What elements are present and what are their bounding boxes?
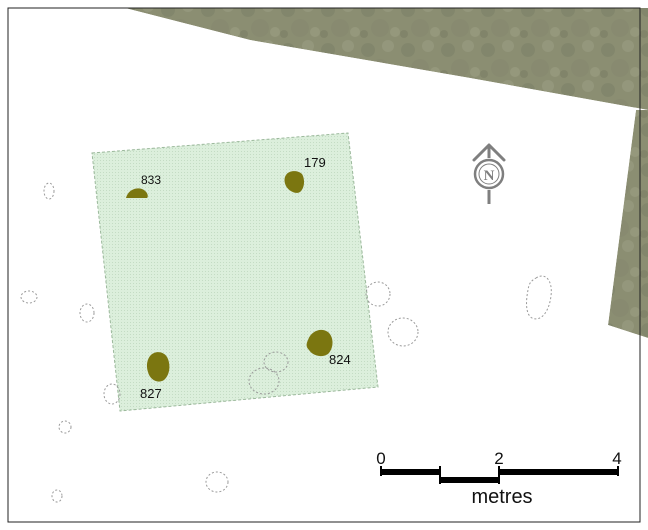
north-arrow-icon — [472, 143, 506, 204]
feature-outline — [51, 489, 63, 503]
feature-label-824: 824 — [329, 352, 351, 367]
feature-outline — [263, 351, 289, 373]
feature-outline — [43, 182, 55, 200]
feature-outline — [20, 290, 38, 304]
posthole-824 — [306, 329, 333, 357]
feature-label-833: 833 — [141, 173, 161, 187]
feature-outline — [205, 471, 229, 493]
feature-outline — [387, 317, 419, 347]
scale-segment — [440, 477, 499, 483]
scale-segment — [381, 469, 440, 475]
scale-bar — [380, 466, 619, 484]
unexcavated-features — [20, 182, 552, 503]
feature-outline — [79, 303, 95, 323]
map-frame — [7, 7, 641, 523]
posthole-827 — [146, 352, 170, 382]
aerial-imagery-top — [125, 8, 648, 110]
scale-label-0: 0 — [376, 449, 385, 468]
scale-label-2: 2 — [494, 449, 503, 468]
scale-segment — [499, 469, 618, 475]
scale-tick — [498, 466, 500, 484]
posthole-833 — [126, 188, 148, 198]
scale-unit-label: metres — [471, 486, 532, 508]
feature-label-179: 179 — [304, 155, 326, 170]
feature-outline — [365, 281, 391, 307]
scale-label-4: 4 — [612, 449, 621, 468]
feature-outline — [526, 275, 552, 320]
aerial-imagery-right — [608, 110, 648, 338]
feature-label-827: 827 — [140, 386, 162, 401]
scale-tick — [439, 466, 441, 484]
feature-outline — [103, 383, 121, 405]
north-arrow-letter: N — [484, 168, 495, 184]
posthole-179 — [284, 171, 305, 193]
excavated-postholes — [126, 171, 333, 382]
feature-outline — [58, 420, 72, 434]
excavation-area — [91, 132, 379, 412]
scale-tick — [380, 466, 382, 476]
scale-tick — [617, 466, 619, 476]
feature-outline — [248, 367, 280, 395]
